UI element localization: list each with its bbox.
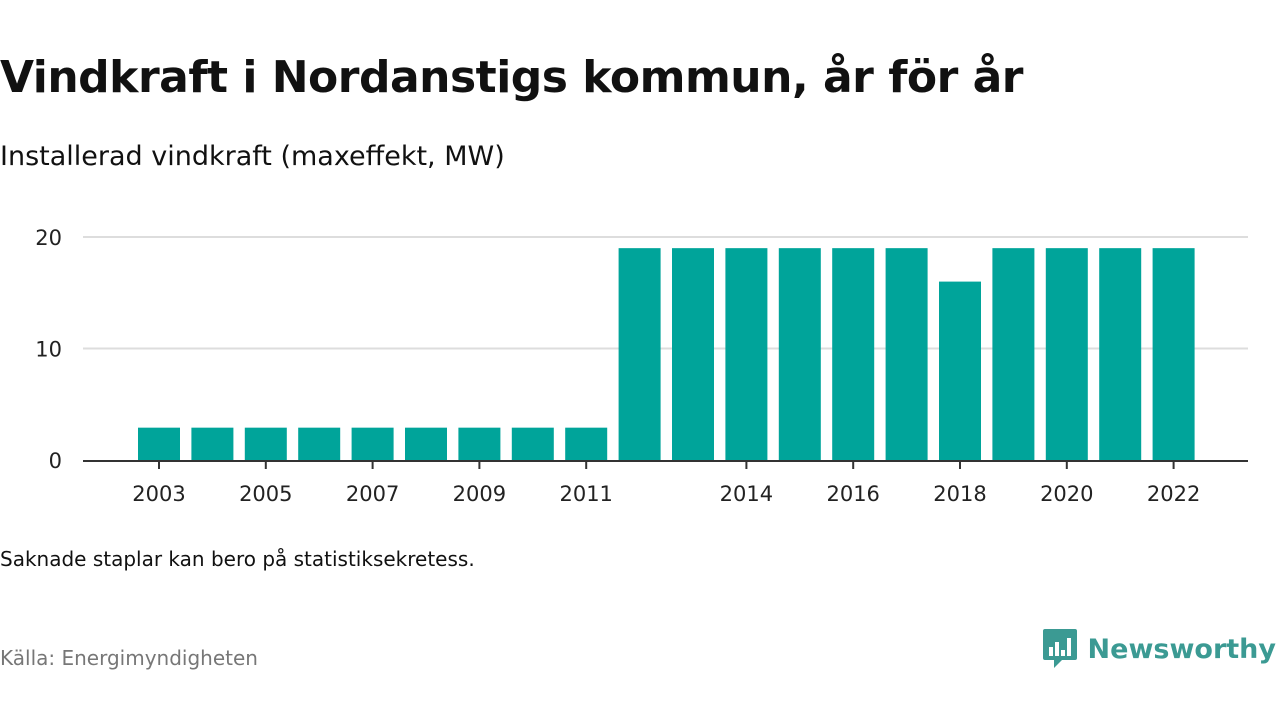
- footnote: Saknade staplar kan bero på statistiksek…: [0, 547, 475, 571]
- x-tick-label: 2003: [132, 482, 185, 506]
- bar-2016: [832, 248, 875, 460]
- bar-2004: [191, 427, 234, 460]
- source-credit: Källa: Energimyndigheten: [0, 646, 258, 670]
- bar-2018: [939, 281, 981, 460]
- bar-2015: [778, 248, 821, 460]
- x-tick-label: 2022: [1147, 482, 1200, 506]
- bar-2009: [458, 427, 501, 460]
- bar-2012: [618, 248, 661, 460]
- x-tick-label: 2007: [346, 482, 399, 506]
- bar-chart: 0 10 20 2003 2005 2007 2009 2011 2014 2016 2018 202…: [35, 226, 1248, 506]
- bar-2013: [672, 248, 714, 460]
- x-tick-label: 2016: [826, 482, 879, 506]
- bar-2005: [244, 427, 287, 460]
- newsworthy-logo: Newsworthy: [1042, 628, 1276, 670]
- bar-2017: [885, 248, 928, 460]
- bar-2006: [298, 427, 341, 460]
- bar-2022: [1152, 248, 1195, 460]
- brand-name: Newsworthy: [1087, 633, 1276, 665]
- x-tick-label: 2014: [720, 482, 773, 506]
- x-tick-label: 2018: [933, 482, 986, 506]
- bar-2019: [992, 248, 1035, 460]
- bar-2014: [725, 248, 768, 460]
- newsworthy-logo-icon: [1042, 629, 1077, 668]
- y-tick-label: 20: [35, 226, 62, 250]
- bar-2003: [138, 427, 180, 460]
- bar-2021: [1099, 248, 1142, 460]
- y-tick-label: 10: [35, 338, 62, 362]
- x-tick-label: 2009: [453, 482, 506, 506]
- bar-2011: [565, 427, 608, 460]
- bar-2010: [511, 427, 554, 460]
- bar-2008: [405, 427, 447, 460]
- x-tick-label: 2011: [559, 482, 612, 506]
- bar-2020: [1045, 248, 1088, 460]
- chart-title: Vindkraft i Nordanstigs kommun, år för å…: [0, 52, 1023, 103]
- bar-2007: [351, 427, 394, 460]
- chart-subtitle: Installerad vindkraft (maxeffekt, MW): [0, 141, 505, 172]
- x-tick-label: 2005: [239, 482, 292, 506]
- y-tick-label: 0: [49, 449, 62, 473]
- x-tick-label: 2020: [1040, 482, 1093, 506]
